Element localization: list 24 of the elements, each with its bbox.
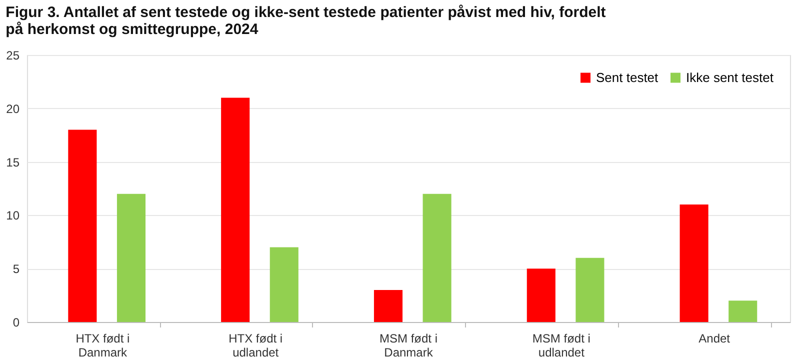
x-tick-label: HTX født i Danmark bbox=[76, 332, 130, 360]
bar bbox=[422, 194, 452, 322]
bar bbox=[526, 268, 556, 322]
bar bbox=[728, 300, 758, 322]
y-tick-label: 25 bbox=[6, 48, 20, 62]
legend-label: Ikke sent testet bbox=[686, 70, 774, 85]
y-tick-label: 5 bbox=[12, 262, 20, 276]
bar bbox=[221, 98, 250, 322]
bar bbox=[576, 258, 604, 322]
x-tick-label: Andet bbox=[698, 332, 731, 346]
bar bbox=[270, 247, 298, 322]
y-tick-label: 15 bbox=[6, 155, 20, 170]
y-tick-label: 10 bbox=[6, 208, 20, 223]
x-tick-label: HTX født i udlandet bbox=[228, 332, 283, 360]
y-tick-label: 0 bbox=[12, 316, 20, 330]
y-tick-label: 20 bbox=[6, 102, 20, 116]
bar bbox=[374, 290, 403, 322]
legend-label: Sent testet bbox=[596, 70, 659, 85]
bar bbox=[68, 130, 97, 322]
chart-title: Figur 3. Antallet af sent testede og ikke-sent testede patienter påvist med hiv, fordelt på herkomst og smittegruppe, 2024 bbox=[6, 4, 606, 38]
bar bbox=[116, 194, 146, 322]
x-tick-label: MSM født i udlandet bbox=[532, 332, 590, 360]
x-tick-label: MSM født i Danmark bbox=[379, 332, 438, 360]
bar bbox=[680, 204, 708, 322]
